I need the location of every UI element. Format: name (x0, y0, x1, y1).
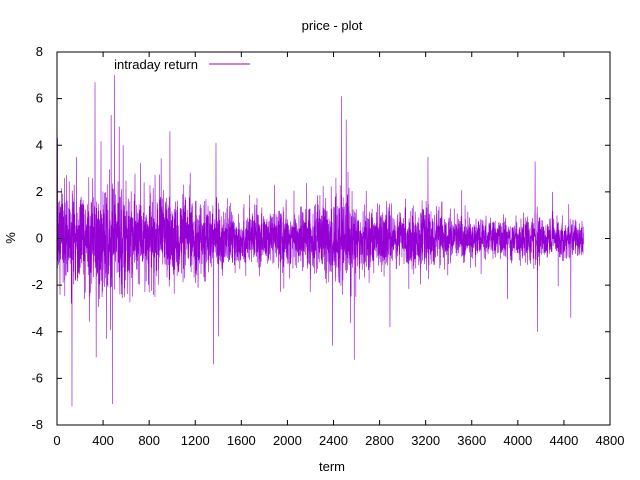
x-tick-label: 400 (92, 433, 114, 448)
x-tick-label: 4400 (549, 433, 578, 448)
x-tick-label: 0 (53, 433, 60, 448)
plot-area: 0 400 800 1200 1600 2000 2400 2800 3200 3600 4000 4… (31, 44, 624, 448)
y-tick-label: -6 (31, 370, 43, 385)
series-line-intraday-return (56, 75, 584, 407)
y-tick-label: 2 (36, 184, 43, 199)
legend-label: intraday return (114, 57, 198, 72)
chart-title: price - plot (302, 18, 363, 33)
x-tick-label: 1600 (227, 433, 256, 448)
y-tick-label: 0 (36, 231, 43, 246)
x-tick-label: 2800 (365, 433, 394, 448)
series-layer (56, 75, 584, 407)
plot-frame (56, 51, 611, 426)
y-tick-label: -4 (31, 324, 43, 339)
x-tick-label: 4800 (596, 433, 625, 448)
x-tick-label: 2400 (319, 433, 348, 448)
x-tick-label: 1200 (181, 433, 210, 448)
x-tick-label: 4000 (503, 433, 532, 448)
y-tick-label: 6 (36, 91, 43, 106)
x-tick-label: 3600 (457, 433, 486, 448)
y-tick-label: -8 (31, 417, 43, 432)
y-axis-title: % (3, 232, 18, 244)
tick-layer: 0 400 800 1200 1600 2000 2400 2800 3200 3600 4000 4… (31, 44, 624, 448)
x-tick-label: 800 (138, 433, 160, 448)
legend: intraday return (114, 57, 250, 72)
y-tick-label: 8 (36, 44, 43, 59)
x-axis-title: term (319, 459, 345, 474)
y-tick-label: 4 (36, 137, 43, 152)
x-tick-label: 3200 (411, 433, 440, 448)
x-tick-label: 2000 (273, 433, 302, 448)
y-tick-label: -2 (31, 277, 43, 292)
